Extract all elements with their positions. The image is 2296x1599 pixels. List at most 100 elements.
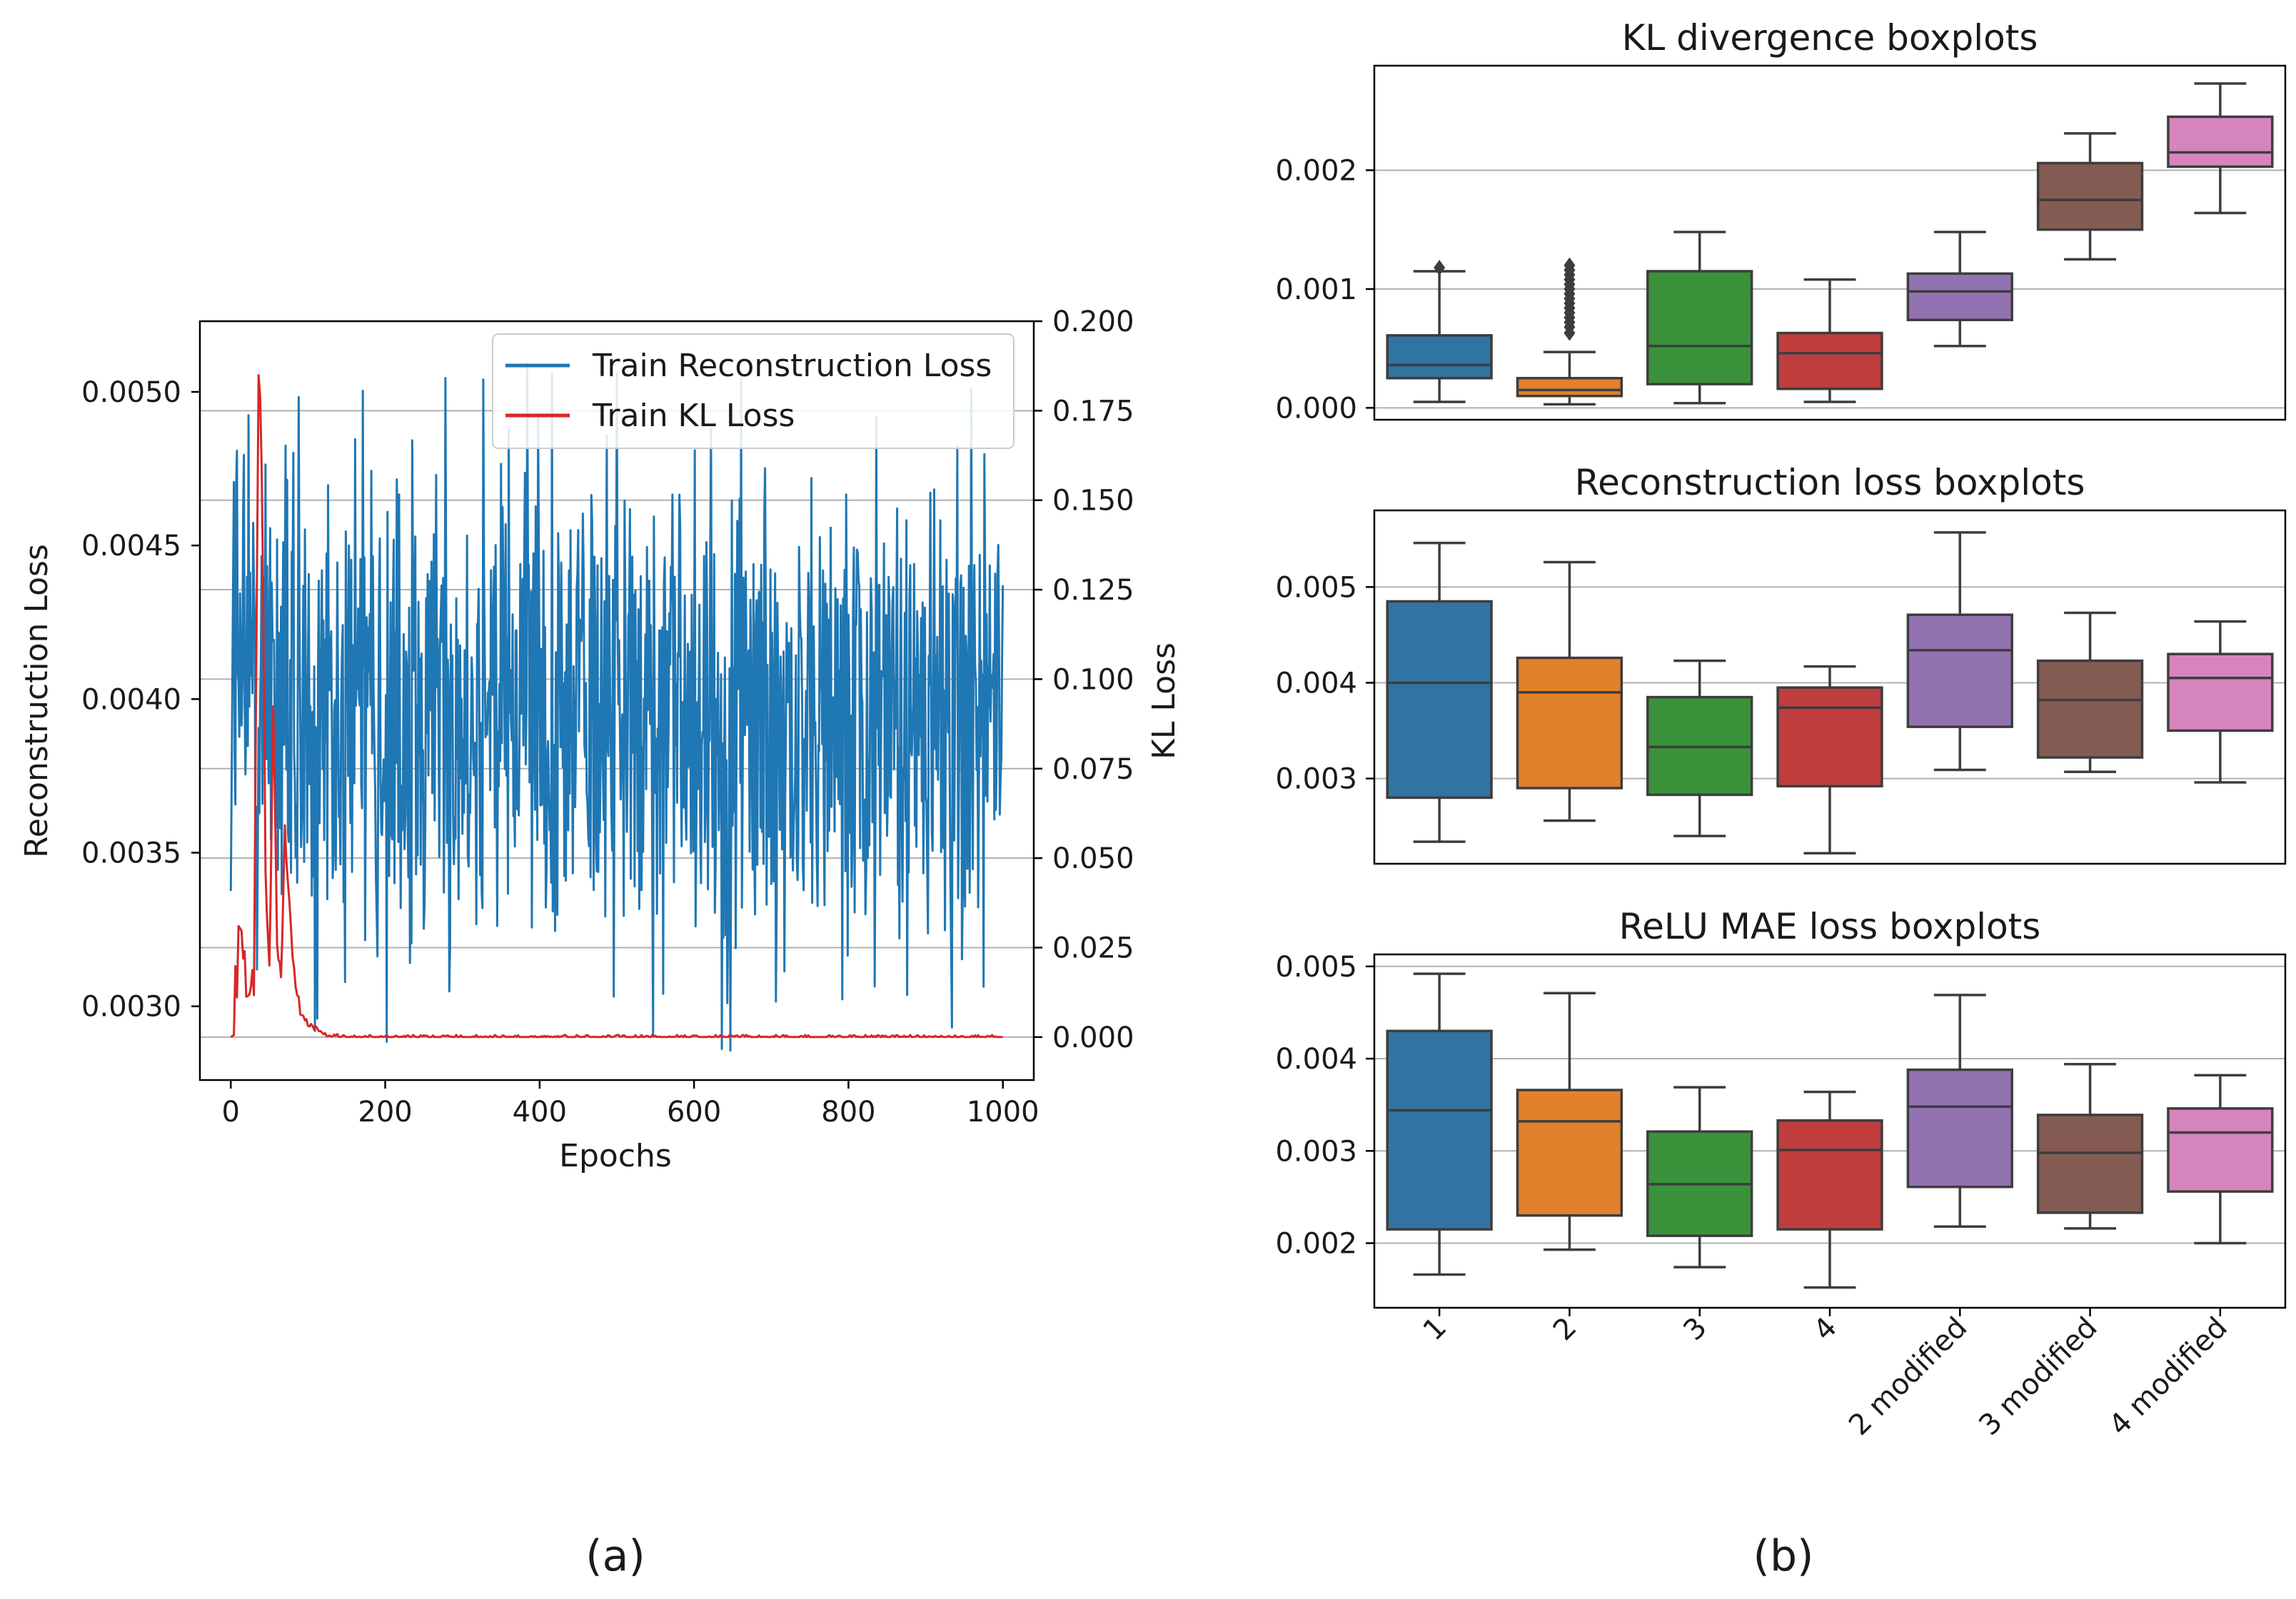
outlier-point xyxy=(1434,259,1446,276)
legend-box xyxy=(492,333,1014,449)
kl-loss-series xyxy=(230,374,1003,1039)
box-2 xyxy=(1516,257,1623,406)
box-iqr xyxy=(1386,334,1493,380)
y2-tick-label: 0.050 xyxy=(1052,842,1134,875)
category-label: 2 xyxy=(1547,1311,1583,1348)
y2-axis-label: KL Loss xyxy=(1146,642,1182,760)
relu-mae-boxplot-chart: 0.002 0.003 0.004 0.005 ReLU MAE loss boxplo… xyxy=(1275,906,2287,1309)
x-tick-label: 600 xyxy=(667,1096,721,1129)
x-tick-label: 1000 xyxy=(967,1096,1039,1129)
box-3-modified xyxy=(2036,1063,2144,1230)
box-2-modified xyxy=(1906,231,2013,348)
panel-label-b: (b) xyxy=(1753,1531,1814,1581)
kl-loss-line xyxy=(230,374,1003,1039)
legend-label-reconstruction: Train Reconstruction Loss xyxy=(592,348,992,384)
training-loss-chart: 0 200 400 600 800 1000 0.00300.00350.00400.00… xyxy=(19,306,1182,1581)
category-label: 1 xyxy=(1417,1311,1454,1348)
y-tick-label: 0.005 xyxy=(1275,951,1357,984)
box-iqr xyxy=(1906,613,2013,728)
box-3 xyxy=(1646,231,1753,405)
x-tick-label: 200 xyxy=(358,1096,412,1129)
category-label: 4 modified xyxy=(2103,1311,2234,1442)
y-axis-label: Reconstruction Loss xyxy=(19,544,55,858)
y2-tick-label: 0.150 xyxy=(1052,485,1134,518)
box-iqr xyxy=(2036,161,2144,231)
y-tick-label: 0.004 xyxy=(1275,1043,1357,1076)
y-tick-label: 0.0050 xyxy=(81,376,181,409)
boxplot-charts: 0.000 0.001 0.002 KL divergence boxplots 0.… xyxy=(1275,17,2287,1581)
box-iqr xyxy=(2167,652,2274,732)
box-1 xyxy=(1386,259,1493,403)
box-iqr xyxy=(1516,376,1623,398)
y2-tick-label: 0.200 xyxy=(1052,306,1134,338)
category-label: 3 xyxy=(1677,1311,1713,1348)
box-iqr xyxy=(1906,272,2013,321)
box-3 xyxy=(1646,1086,1753,1268)
box-iqr xyxy=(1386,1029,1493,1231)
y-tick-label: 0.001 xyxy=(1275,273,1357,306)
y-tick-label: 0.004 xyxy=(1275,667,1357,700)
x-tick-label: 400 xyxy=(513,1096,567,1129)
x-axis-ticks: 0 200 400 600 800 1000 xyxy=(222,1080,1039,1129)
y2-tick-label: 0.000 xyxy=(1052,1022,1134,1054)
kl-divergence-boxplot-chart: 0.000 0.001 0.002 KL divergence boxplots xyxy=(1275,17,2287,425)
category-label: 2 modified xyxy=(1843,1311,1973,1442)
chart-title: ReLU MAE loss boxplots xyxy=(1619,906,2041,947)
chart-title: Reconstruction loss boxplots xyxy=(1575,462,2085,503)
box-iqr xyxy=(1776,686,1883,788)
y2-tick-label: 0.075 xyxy=(1052,753,1134,786)
left-y-axis-ticks: 0.0030 0.0035 0.0040 0.0045 0.0050 xyxy=(81,376,200,1024)
box-3-modified xyxy=(2036,611,2144,773)
y2-tick-label: 0.100 xyxy=(1052,663,1134,696)
box-2-modified xyxy=(1906,994,2013,1229)
box-iqr xyxy=(1516,656,1623,790)
x-tick-label: 800 xyxy=(821,1096,875,1129)
plot-frame xyxy=(1373,509,2287,865)
box-iqr xyxy=(1906,1068,2013,1189)
panel-label-a: (a) xyxy=(585,1531,645,1581)
box-iqr xyxy=(1516,1089,1623,1217)
chart-title: KL divergence boxplots xyxy=(1622,17,2038,59)
box-iqr xyxy=(2167,1107,2274,1193)
box-3-modified xyxy=(2036,132,2144,261)
y-tick-label: 0.002 xyxy=(1275,154,1357,187)
reconstruction-loss-boxplot-chart: 0.003 0.004 0.005 Reconstruction loss boxpl… xyxy=(1275,462,2287,865)
box-iqr xyxy=(2167,115,2274,168)
right-y-axis-ticks: 0.000 0.025 0.050 0.075 0.100 0.125 0.150 0.175… xyxy=(1034,306,1134,1054)
y-tick-label: 0.0030 xyxy=(81,991,181,1024)
box-4-modified xyxy=(2167,1074,2274,1245)
box-iqr xyxy=(1776,1119,1883,1231)
y2-tick-label: 0.025 xyxy=(1052,932,1134,964)
y2-tick-label: 0.175 xyxy=(1052,395,1134,428)
box-2 xyxy=(1516,560,1623,822)
box-1 xyxy=(1386,541,1493,843)
box-1 xyxy=(1386,972,1493,1276)
box-3 xyxy=(1646,659,1753,837)
y-tick-label: 0.0045 xyxy=(81,530,181,563)
box-iqr xyxy=(2036,1114,2144,1214)
box-4-modified xyxy=(2167,620,2274,784)
legend: Train Reconstruction Loss Train KL Loss xyxy=(492,333,1014,449)
y-tick-label: 0.005 xyxy=(1275,571,1357,604)
x-axis-label: Epochs xyxy=(559,1138,672,1174)
y-tick-label: 0.003 xyxy=(1275,1135,1357,1168)
x-tick-label: 0 xyxy=(222,1096,240,1129)
box-4-modified xyxy=(2167,82,2274,215)
box-2-modified xyxy=(1906,531,2013,772)
y-tick-label: 0.002 xyxy=(1275,1228,1357,1261)
box-2 xyxy=(1516,992,1623,1251)
y-tick-label: 0.003 xyxy=(1275,763,1357,796)
plot-frame xyxy=(198,320,1035,1081)
y-tick-label: 0.0040 xyxy=(81,683,181,716)
box-4 xyxy=(1776,665,1883,854)
legend-label-kl: Train KL Loss xyxy=(592,398,795,434)
category-label: 4 xyxy=(1808,1311,1844,1348)
box-iqr xyxy=(1386,600,1493,800)
box-iqr xyxy=(1776,331,1883,390)
y2-tick-label: 0.125 xyxy=(1052,574,1134,607)
box-4 xyxy=(1776,1090,1883,1289)
y-tick-label: 0.0035 xyxy=(81,837,181,870)
box-4 xyxy=(1776,278,1883,403)
